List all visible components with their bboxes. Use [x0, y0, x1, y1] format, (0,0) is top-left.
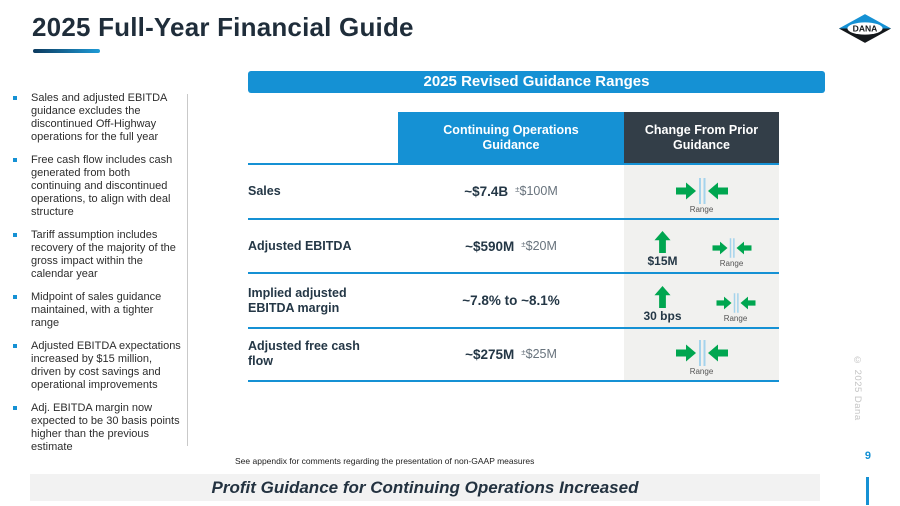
list-item: Sales and adjusted EBITDA guidance exclu…: [10, 92, 182, 144]
row-change-cell: 30 bps Range: [624, 274, 779, 328]
bullet-icon: [13, 158, 17, 162]
footnote: See appendix for comments regarding the …: [235, 456, 535, 466]
tolerance-amount: $100M: [519, 184, 558, 199]
row-change-cell: Range: [624, 329, 779, 380]
range-label: Range: [719, 259, 744, 269]
bullet-icon: [13, 344, 17, 348]
arrow-up-icon: [654, 231, 671, 254]
row-change-cell: Range: [624, 165, 779, 218]
table-row: Sales ~$7.4B ±$100M Range: [248, 163, 779, 218]
page-number: 9: [864, 450, 871, 462]
value-main: ~$590M: [465, 238, 515, 254]
range-label: Range: [723, 314, 748, 324]
copyright-text: © 2025 Dana: [852, 355, 863, 421]
bottom-banner: Profit Guidance for Continuing Operation…: [30, 474, 820, 501]
plus-minus-sign: ±: [521, 240, 526, 250]
range-arrows-icon: [675, 339, 728, 366]
row-change-cell: $15M Range: [624, 219, 779, 273]
column-header-change-from-prior: Change From Prior Guidance: [624, 112, 779, 163]
column-header-continuing-operations: Continuing Operations Guidance: [398, 112, 624, 163]
increase-amount: $15M: [647, 254, 678, 269]
bullet-icon: [13, 233, 17, 237]
list-item: Adj. EBITDA margin now expected to be 30…: [10, 402, 182, 454]
note-text: Midpoint of sales guidance maintained, w…: [31, 291, 162, 329]
row-value: ~$7.4B ±$100M: [398, 165, 624, 218]
row-value: ~7.8% to ~8.1%: [398, 274, 624, 327]
value-tolerance: ±$20M: [521, 239, 557, 253]
table-row: Implied adjusted EBITDA margin ~7.8% to …: [248, 272, 779, 328]
tolerance-amount: $20M: [525, 239, 557, 254]
sidebar-notes: Sales and adjusted EBITDA guidance exclu…: [10, 92, 182, 464]
range-arrows-icon: [716, 293, 755, 313]
increase-indicator: $15M: [647, 231, 678, 269]
list-item: Midpoint of sales guidance maintained, w…: [10, 291, 182, 330]
sidebar-divider: [187, 94, 188, 446]
value-main: ~7.8% to ~8.1%: [462, 293, 560, 309]
table-header: Continuing Operations Guidance Change Fr…: [248, 112, 779, 163]
note-text: Sales and adjusted EBITDA guidance exclu…: [31, 92, 167, 143]
range-arrows-icon: [675, 177, 728, 204]
plus-minus-sign: ±: [515, 185, 520, 195]
row-label: Implied adjusted EBITDA margin: [248, 285, 347, 315]
table-row: Adjusted EBITDA ~$590M ±$20M $15M: [248, 217, 779, 273]
note-text: Adjusted EBITDA expectations increased b…: [31, 340, 181, 391]
range-indicator: Range: [670, 339, 734, 376]
note-text: Adj. EBITDA margin now expected to be 30…: [31, 402, 180, 453]
bullet-icon: [13, 96, 17, 100]
page-title: 2025 Full-Year Financial Guide: [32, 12, 414, 42]
title-underline: [33, 49, 100, 53]
header-spacer: [248, 112, 398, 163]
note-text: Free cash flow includes cash generated f…: [31, 154, 173, 218]
range-indicator: Range: [712, 293, 760, 323]
value-main: ~$275M: [465, 346, 515, 362]
guidance-ranges-banner: 2025 Revised Guidance Ranges: [248, 71, 825, 93]
value-tolerance: ±$100M: [515, 184, 558, 198]
bottom-accent-tick: [866, 477, 869, 505]
row-label: Adjusted EBITDA: [248, 238, 352, 253]
note-text: Tariff assumption includes recovery of t…: [31, 229, 176, 280]
list-item: Free cash flow includes cash generated f…: [10, 154, 182, 219]
tolerance-amount: $25M: [525, 347, 557, 362]
range-indicator: Range: [708, 238, 756, 268]
increase-indicator: 30 bps: [643, 286, 682, 324]
value-main: ~$7.4B: [464, 183, 509, 199]
row-value: ~$275M ±$25M: [398, 329, 624, 380]
row-value: ~$590M ±$20M: [398, 220, 624, 273]
value-tolerance: ±$25M: [521, 347, 557, 361]
dana-logo-icon: DANA: [838, 13, 892, 49]
bullet-icon: [13, 406, 17, 410]
guidance-table: Continuing Operations Guidance Change Fr…: [248, 112, 779, 382]
table-row: Adjusted free cash flow ~$275M ±$25M Ran…: [248, 327, 779, 382]
increase-amount: 30 bps: [643, 309, 682, 324]
range-label: Range: [689, 204, 714, 214]
row-label: Sales: [248, 183, 281, 198]
plus-minus-sign: ±: [521, 348, 526, 358]
list-item: Tariff assumption includes recovery of t…: [10, 229, 182, 281]
dana-logo-text: DANA: [853, 24, 878, 34]
row-label: Adjusted free cash flow: [248, 339, 360, 369]
range-label: Range: [689, 366, 714, 376]
bullet-icon: [13, 295, 17, 299]
range-arrows-icon: [712, 238, 752, 259]
list-item: Adjusted EBITDA expectations increased b…: [10, 340, 182, 392]
arrow-up-icon: [654, 286, 671, 309]
range-indicator: Range: [670, 177, 734, 214]
